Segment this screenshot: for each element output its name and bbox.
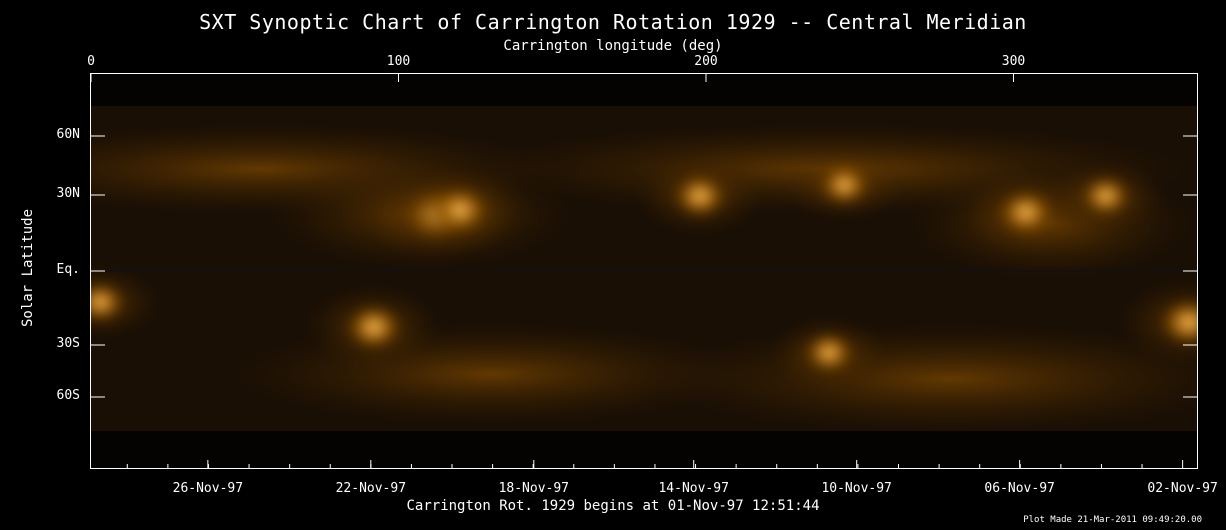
active-region [91, 283, 123, 321]
bottom-tick-label: 02-Nov-97 [1147, 481, 1218, 496]
top-axis-label: Carrington longitude (deg) [503, 38, 723, 54]
bottom-tick-label: 22-Nov-97 [335, 481, 407, 496]
active-region [821, 166, 867, 204]
active-region [1000, 191, 1051, 234]
plot-made-timestamp: Plot Made 21-Mar-2011 09:49:20.00 [1023, 515, 1202, 525]
top-tick-label: 200 [694, 54, 718, 69]
bottom-tick-label: 26-Nov-97 [172, 481, 244, 496]
active-region [1083, 177, 1129, 215]
y-axis-label: Solar Latitude [20, 208, 36, 328]
left-tick-label: 60N [56, 127, 80, 142]
active-region [806, 333, 852, 372]
synoptic-map-svg [91, 74, 1197, 468]
bottom-tick-label: 10-Nov-97 [821, 481, 892, 496]
left-tick-label: 60S [56, 388, 80, 403]
active-region [434, 188, 486, 232]
left-tick-label: Eq. [56, 262, 80, 277]
top-tick-label: 0 [87, 54, 95, 69]
bottom-tick-label: 18-Nov-97 [498, 481, 570, 496]
synoptic-map [90, 73, 1198, 469]
active-region [1162, 300, 1197, 345]
top-tick-label: 300 [1001, 54, 1026, 69]
left-tick-label: 30S [56, 336, 80, 351]
left-tick-label: 30N [56, 186, 80, 201]
active-region [347, 305, 400, 349]
active-region-halo [1117, 277, 1197, 367]
active-region-halo [91, 264, 161, 340]
top-tick-label: 100 [386, 54, 411, 69]
bottom-tick-label: 14-Nov-97 [658, 481, 729, 496]
active-region [675, 175, 725, 217]
bottom-tick-label: 06-Nov-97 [984, 481, 1055, 496]
bottom-axis-label: Carrington Rot. 1929 begins at 01-Nov-97… [406, 498, 820, 514]
chart-title: SXT Synoptic Chart of Carrington Rotatio… [199, 10, 1027, 34]
